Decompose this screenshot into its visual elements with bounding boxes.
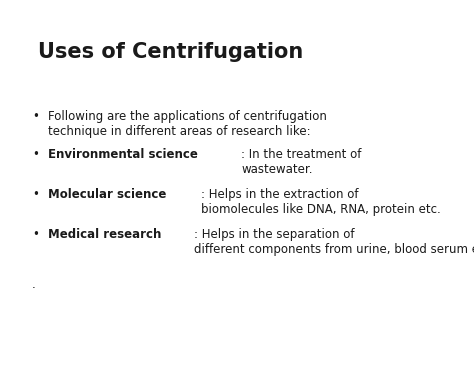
Text: •: • xyxy=(32,188,39,201)
Text: Medical research: Medical research xyxy=(48,228,161,241)
Text: : Helps in the extraction of
biomolecules like DNA, RNA, protein etc.: : Helps in the extraction of biomolecule… xyxy=(201,188,440,216)
Text: : In the treatment of
wastewater.: : In the treatment of wastewater. xyxy=(241,148,362,176)
Text: .: . xyxy=(32,278,36,291)
Text: : Helps in the separation of
different components from urine, blood serum etc.: : Helps in the separation of different c… xyxy=(194,228,474,256)
Text: •: • xyxy=(32,110,39,123)
Text: •: • xyxy=(32,228,39,241)
Text: Uses of Centrifugation: Uses of Centrifugation xyxy=(38,42,303,62)
Text: •: • xyxy=(32,148,39,161)
Text: Molecular science: Molecular science xyxy=(48,188,166,201)
Text: Following are the applications of centrifugation
technique in different areas of: Following are the applications of centri… xyxy=(48,110,327,138)
Text: Environmental science: Environmental science xyxy=(48,148,198,161)
